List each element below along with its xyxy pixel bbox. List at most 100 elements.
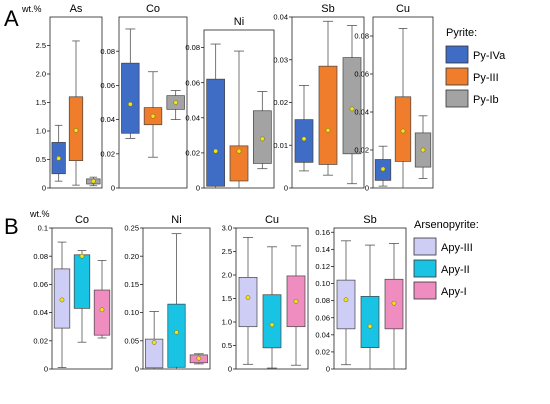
row-b-unit-label: wt.% xyxy=(29,209,50,219)
box-py-iva xyxy=(294,85,314,172)
legend-swatch-apy-i xyxy=(413,281,437,300)
box-apy-i xyxy=(93,260,111,339)
legend-label-apy-ii: Apy-II xyxy=(441,264,470,276)
panel-title: Ni xyxy=(234,16,244,28)
y-tick-label: 0 xyxy=(365,184,369,193)
box-py-iva xyxy=(206,43,226,189)
mean-marker xyxy=(99,307,105,313)
legend-swatch-py-iva xyxy=(445,45,469,64)
mean-marker xyxy=(380,166,386,172)
box-iqr xyxy=(73,254,91,309)
box-apy-i xyxy=(189,353,208,365)
y-tick-label: 0.04 xyxy=(273,13,288,22)
box-apy-i xyxy=(384,242,404,370)
box-py-ib xyxy=(166,90,185,120)
y-tick-label: 1.0 xyxy=(222,318,232,327)
box-apy-i xyxy=(286,245,306,366)
y-tick-label: 0.04 xyxy=(354,108,369,117)
panel-sb-a: Sb 0 0.01 0.02 0.03 0.04 xyxy=(273,3,365,193)
box-iqr xyxy=(336,279,356,330)
legend-swatch-py-ib xyxy=(445,89,469,108)
box-py-ib xyxy=(414,115,432,179)
y-tick-label: 0.08 xyxy=(185,43,200,52)
y-tick-label: 0.08 xyxy=(354,32,369,41)
y-tick-label: 0.05 xyxy=(124,336,139,345)
box-py-iii xyxy=(68,40,84,186)
panel-title: Sb xyxy=(363,214,376,226)
box-apy-ii xyxy=(360,244,380,370)
panel-as-a: As 0 0.5 1.0 1.5 2.0 2.5 xyxy=(36,3,103,193)
y-tick-label: 2.0 xyxy=(222,271,232,280)
panel-title: Sb xyxy=(321,3,334,15)
panel-sb-b: Sb 0 0.02 0.04 0.06 0.08 0.10 0.12 0.14 0.16 xyxy=(315,214,407,374)
mean-marker xyxy=(151,340,157,345)
legend-label-py-iii: Py-III xyxy=(473,72,499,84)
panel-title: Cu xyxy=(396,3,410,15)
box-py-iii xyxy=(318,20,338,176)
y-tick-label: 0.02 xyxy=(100,149,115,158)
box-py-iii xyxy=(229,50,249,189)
y-tick-label: 0.1 xyxy=(38,224,48,233)
panel-title: As xyxy=(70,3,83,15)
mean-marker xyxy=(349,106,355,112)
box-py-iva xyxy=(51,124,66,182)
y-tick-label: 0.10 xyxy=(315,279,330,288)
panel-co-a: Co 0 0.02 0.04 0.06 0.08 xyxy=(100,3,188,193)
y-tick-label: 0.08 xyxy=(315,296,330,305)
y-tick-label: 1.5 xyxy=(36,98,46,107)
panel-ni-a: Ni 0 0.02 0.04 0.06 0.08 xyxy=(185,16,275,193)
legend-pyrite: Pyrite: Py-IVa Py-III Py-Ib xyxy=(445,27,506,108)
box-iqr xyxy=(262,294,282,349)
legend-arsenopyrite-title: Arsenopyrite: xyxy=(414,219,479,231)
y-tick-label: 0.02 xyxy=(273,98,288,107)
y-tick-label: 0.14 xyxy=(315,245,330,254)
y-tick-label: 0.04 xyxy=(33,308,48,317)
mean-marker xyxy=(174,329,179,335)
y-tick-label: 0.06 xyxy=(33,280,48,289)
legend-item-apy-i: Apy-I xyxy=(413,281,467,300)
y-tick-label: 0.06 xyxy=(100,81,115,90)
mean-marker xyxy=(73,128,79,133)
mean-marker xyxy=(293,298,299,304)
box-apy-ii xyxy=(167,233,186,370)
mean-marker xyxy=(325,127,331,133)
y-tick-label: 0.08 xyxy=(33,252,48,261)
mean-marker xyxy=(150,113,156,119)
row-b-letter: B xyxy=(4,214,19,239)
y-tick-label: 0 xyxy=(135,365,139,374)
y-tick-label: 0.08 xyxy=(100,47,115,56)
legend-item-apy-iii: Apy-III xyxy=(413,237,473,256)
y-tick-label: 2.5 xyxy=(222,247,232,256)
mean-marker xyxy=(90,178,96,184)
y-tick-label: 0.06 xyxy=(185,78,200,87)
mean-marker xyxy=(400,128,406,134)
y-tick-label: 0 xyxy=(111,184,115,193)
legend-item-py-iva: Py-IVa xyxy=(445,45,506,64)
row-b-header: B wt.% xyxy=(4,209,50,239)
y-tick-label: 0.02 xyxy=(354,146,369,155)
mean-marker xyxy=(420,147,426,153)
mean-marker xyxy=(301,136,307,142)
box-iqr xyxy=(342,57,362,155)
y-tick-label: 0 xyxy=(196,184,200,193)
box-apy-iii xyxy=(336,240,356,366)
y-tick-label: 0.06 xyxy=(315,313,330,322)
y-tick-label: 0 xyxy=(228,365,232,374)
box-iqr xyxy=(121,62,140,134)
mean-marker xyxy=(56,156,62,161)
y-tick-label: 2.5 xyxy=(36,41,46,50)
row-a-letter: A xyxy=(4,6,19,31)
y-tick-label: 0 xyxy=(284,184,288,193)
box-py-ib xyxy=(86,176,101,187)
panel-title: Co xyxy=(146,3,160,15)
legend-pyrite-title: Pyrite: xyxy=(446,27,477,39)
box-iqr xyxy=(360,296,380,348)
box-apy-iii xyxy=(53,241,71,368)
mean-marker xyxy=(127,101,133,107)
y-tick-label: 0.03 xyxy=(273,55,288,64)
y-tick-label: 0 xyxy=(326,365,330,374)
mean-marker xyxy=(213,148,219,154)
panel-cu-a: Cu 0 0.02 0.04 0.06 0.08 xyxy=(354,3,434,193)
y-tick-label: 0.02 xyxy=(185,148,200,157)
mean-marker xyxy=(245,295,251,300)
